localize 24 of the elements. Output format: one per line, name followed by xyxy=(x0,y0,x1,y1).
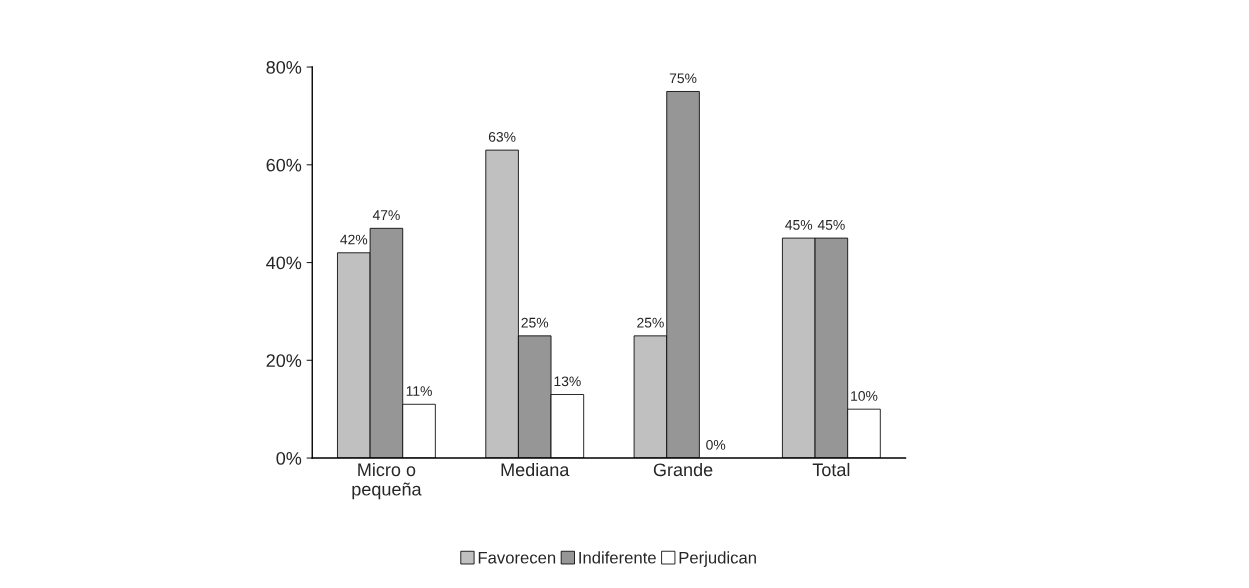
legend-label: Perjudican xyxy=(679,551,756,567)
data-label: 45% xyxy=(785,220,813,230)
data-label: 63% xyxy=(488,131,516,142)
data-label: 0% xyxy=(706,439,726,450)
data-label: 25% xyxy=(521,317,549,328)
data-label: 25% xyxy=(637,317,664,328)
data-label: 47% xyxy=(372,210,400,220)
data-label: 11% xyxy=(406,386,432,396)
data-label: 10% xyxy=(851,391,878,401)
y-tick-label: 40% xyxy=(266,256,302,270)
x-tick-label: Mediana xyxy=(501,462,570,477)
legend-label: Favorecen xyxy=(478,551,556,564)
x-tick-label: Total xyxy=(812,462,850,477)
y-tick-label: 20% xyxy=(266,354,302,368)
data-label: 42% xyxy=(340,234,368,245)
x-tick-label: Micro o pequeña xyxy=(352,462,422,500)
y-tick-label: 0% xyxy=(276,451,302,465)
x-tick-label: Grande xyxy=(653,462,713,477)
y-tick-label: 80% xyxy=(266,60,302,74)
data-label: 75% xyxy=(669,73,697,84)
legend-label: Indiferente xyxy=(579,551,656,564)
data-label: 45% xyxy=(817,220,845,230)
data-label: 13% xyxy=(554,376,581,387)
y-tick-label: 60% xyxy=(266,158,302,172)
